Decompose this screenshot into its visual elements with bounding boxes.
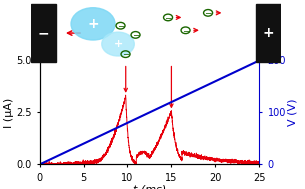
Text: −: − [132,30,139,39]
Text: −: − [37,26,49,40]
Circle shape [71,8,115,40]
Text: +: + [113,39,123,49]
Bar [256,4,281,62]
Y-axis label: I (μA): I (μA) [5,97,14,128]
Y-axis label: V (V): V (V) [288,99,297,126]
Text: +: + [262,26,274,40]
Text: −: − [204,8,212,17]
Text: −: − [117,21,124,30]
Text: −: − [164,13,172,22]
X-axis label: t (ms): t (ms) [133,184,166,189]
Text: +: + [87,17,99,31]
Text: −: − [122,50,129,59]
Text: −: − [182,26,189,35]
Circle shape [102,32,134,56]
Bar [30,4,56,62]
